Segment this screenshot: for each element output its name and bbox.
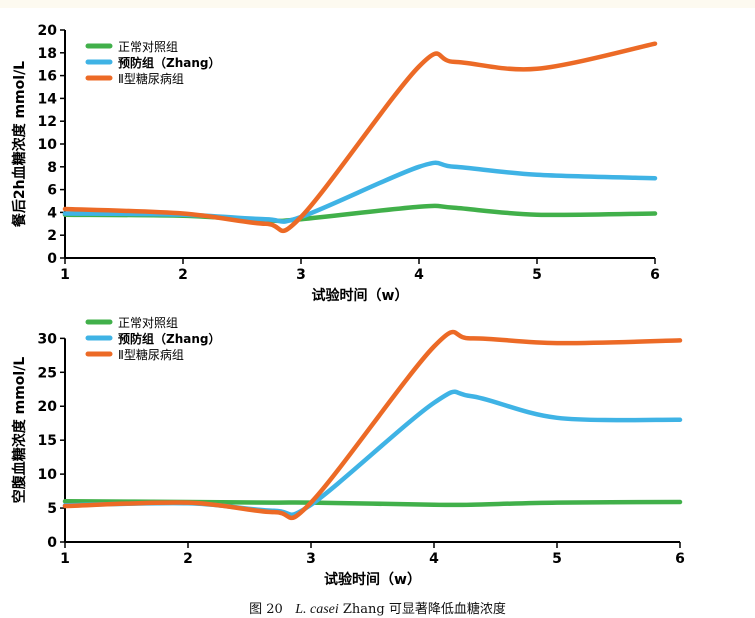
fasting-x-tick-label: 2 (183, 551, 193, 567)
postprandial-x-tick-label: 5 (532, 267, 542, 283)
postprandial-y-tick-label: 8 (47, 160, 57, 176)
postprandial-y-tick-label: 14 (38, 91, 58, 107)
fasting-y-tick-label: 0 (47, 535, 57, 551)
postprandial-legend-label-normal: 正常对照组 (118, 40, 178, 54)
fasting-y-tick-label: 5 (47, 501, 57, 517)
figure-caption: 图 20 L. casei Zhang 可显著降低血糖浓度 (0, 598, 755, 618)
fasting-x-tick-label: 6 (675, 551, 685, 567)
caption-figure-number: 图 20 (249, 602, 283, 617)
postprandial-legend-label-prevention: 预防组（Zhang） (118, 55, 220, 70)
postprandial-y-tick-label: 4 (47, 205, 57, 221)
caption-text: Zhang 可显著降低血糖浓度 (338, 602, 506, 617)
postprandial-y-tick-label: 10 (38, 137, 58, 153)
postprandial-y-tick-label: 6 (47, 183, 57, 199)
fasting-y-tick-label: 30 (38, 331, 58, 347)
postprandial-y-tick-label: 20 (38, 23, 58, 39)
postprandial-legend-label-diabetes: Ⅱ型糖尿病组 (118, 71, 184, 86)
postprandial-y-tick-label: 0 (47, 251, 57, 267)
postprandial-x-tick-label: 4 (414, 267, 424, 283)
postprandial-x-tick-label: 6 (650, 267, 660, 283)
postprandial-y-axis-label: 餐后2h血糖浓度 mmol/L (11, 61, 28, 228)
postprandial-y-tick-label: 2 (47, 228, 57, 244)
fasting-legend-label-normal: 正常对照组 (118, 316, 178, 330)
fasting-chart: 0 5 10 15 20 25 30 1 2 3 4 5 6 试验时间（w） 空腹血糖浓度 mmol/L 正常… (11, 316, 685, 588)
fasting-legend-label-diabetes: Ⅱ型糖尿病组 (118, 347, 184, 362)
fasting-legend-label-prevention: 预防组（Zhang） (118, 331, 220, 346)
fasting-x-tick-label: 1 (60, 551, 70, 567)
fasting-series-diabetes-line (62, 329, 683, 521)
postprandial-x-tick-label: 1 (60, 267, 70, 283)
postprandial-x-tick-label: 2 (178, 267, 188, 283)
fasting-y-tick-label: 10 (38, 467, 58, 483)
postprandial-series-diabetes-line (62, 41, 658, 234)
fasting-y-tick-label: 15 (38, 433, 57, 449)
postprandial-y-tick-label: 16 (38, 69, 57, 85)
top-band (0, 0, 755, 8)
fasting-y-axis-label: 空腹血糖浓度 mmol/L (11, 357, 28, 504)
postprandial-x-axis-label: 试验时间（w） (312, 287, 409, 304)
fasting-series-prevention-line (62, 389, 683, 517)
fasting-y-tick-label: 25 (38, 365, 57, 381)
fasting-y-tick-label: 20 (38, 399, 58, 415)
caption-species: L. casei (295, 602, 339, 617)
postprandial-x-tick-label: 3 (296, 267, 306, 283)
fasting-x-tick-label: 3 (306, 551, 316, 567)
fasting-x-tick-label: 5 (552, 551, 562, 567)
postprandial-y-tick-label: 12 (38, 114, 57, 130)
postprandial-y-tick-label: 18 (38, 46, 57, 62)
fasting-x-axis-label: 试验时间（w） (324, 571, 421, 588)
fasting-x-tick-label: 4 (429, 551, 439, 567)
